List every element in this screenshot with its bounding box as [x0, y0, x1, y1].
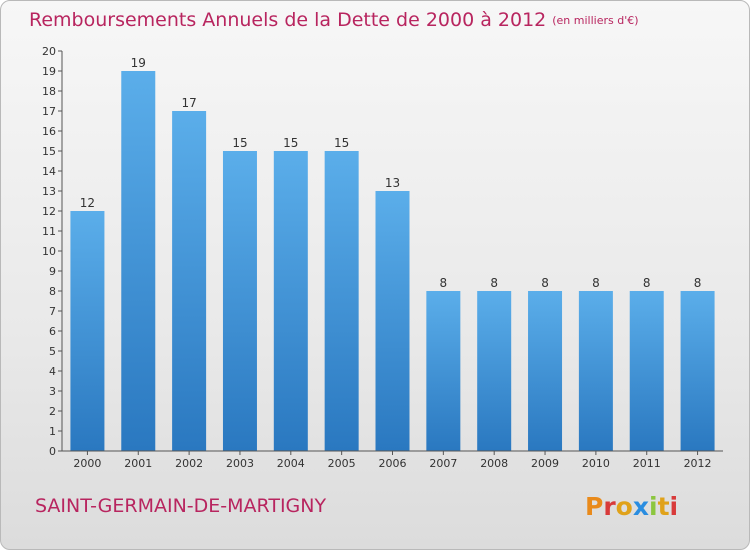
x-tick-label: 2000	[73, 457, 101, 470]
y-tick-label: 16	[42, 125, 56, 138]
x-tick-label: 2007	[429, 457, 457, 470]
logo-letter: i	[670, 492, 679, 521]
bar-value-label: 8	[643, 276, 651, 290]
town-name: SAINT-GERMAIN-DE-MARTIGNY	[35, 495, 327, 517]
bar-value-label: 13	[385, 176, 400, 190]
y-tick-label: 10	[42, 245, 56, 258]
bars-group: 12 19 17 15 15 15 13 8 8 8 8 8 8	[70, 56, 715, 451]
y-tick-label: 13	[42, 185, 56, 198]
bar-value-label: 8	[541, 276, 549, 290]
bar	[528, 291, 563, 451]
y-tick-label: 5	[49, 345, 56, 358]
bar	[680, 291, 715, 451]
x-tick-label: 2002	[175, 457, 203, 470]
logo-text: Proxiti	[585, 492, 678, 521]
bar-value-label: 17	[181, 96, 196, 110]
bar-value-label: 8	[490, 276, 498, 290]
chart-title: Remboursements Annuels de la Dette de 20…	[29, 9, 639, 31]
logo-letter: P	[585, 492, 603, 521]
bar	[426, 291, 461, 451]
y-tick-label: 7	[49, 305, 56, 318]
bar	[477, 291, 512, 451]
title-text: Remboursements Annuels de la Dette de 20…	[29, 9, 547, 31]
bar-value-label: 8	[694, 276, 702, 290]
title-unit: (en milliers d'€)	[552, 14, 639, 27]
y-tick-label: 6	[49, 325, 56, 338]
y-tick-label: 3	[49, 385, 56, 398]
bar	[324, 151, 359, 451]
bar	[172, 111, 207, 451]
y-tick-label: 15	[42, 145, 56, 158]
x-tick-label: 2003	[226, 457, 254, 470]
logo-graphic: Proxiti	[585, 492, 678, 521]
y-tick-label: 4	[49, 365, 56, 378]
y-tick-label: 19	[42, 65, 56, 78]
y-tick-label: 14	[42, 165, 56, 178]
bar-value-label: 15	[334, 136, 349, 150]
bar	[70, 211, 105, 451]
y-tick-label: 17	[42, 105, 56, 118]
x-axis: 2000 2001 2002 2003 2004 2005 2006 2007 2008 2009…	[62, 450, 723, 470]
bar-value-label: 12	[80, 196, 95, 210]
y-tick-label: 18	[42, 85, 56, 98]
y-tick-label: 2	[49, 405, 56, 418]
bar	[375, 191, 410, 451]
bar	[121, 71, 156, 451]
logo-letter: x	[633, 492, 649, 521]
bar-value-label: 15	[283, 136, 298, 150]
x-tick-label: 2005	[328, 457, 356, 470]
x-tick-label: 2006	[379, 457, 407, 470]
logo-letter: t	[658, 492, 670, 521]
bar-value-label: 15	[232, 136, 247, 150]
y-tick-label: 0	[49, 445, 56, 458]
y-tick-label: 11	[42, 225, 56, 238]
y-tick-label: 9	[49, 265, 56, 278]
bar-value-label: 8	[592, 276, 600, 290]
y-tick-label: 1	[49, 425, 56, 438]
bar-value-label: 19	[131, 56, 146, 70]
y-tick-label: 20	[42, 45, 56, 58]
logo-letter: r	[603, 492, 616, 521]
logo-letter: i	[649, 492, 658, 521]
bar	[222, 151, 257, 451]
x-tick-label: 2011	[633, 457, 661, 470]
bar-value-label: 8	[440, 276, 448, 290]
proxiti-logo[interactable]: Proxiti	[583, 487, 693, 523]
bar	[578, 291, 613, 451]
bar	[273, 151, 308, 451]
x-tick-label: 2012	[684, 457, 712, 470]
y-tick-label: 8	[49, 285, 56, 298]
x-tick-label: 2008	[480, 457, 508, 470]
x-tick-label: 2001	[124, 457, 152, 470]
x-tick-label: 2010	[582, 457, 610, 470]
x-tick-label: 2004	[277, 457, 305, 470]
logo-letter: o	[616, 492, 633, 521]
y-tick-label: 12	[42, 205, 56, 218]
x-tick-label: 2009	[531, 457, 559, 470]
bar	[629, 291, 664, 451]
